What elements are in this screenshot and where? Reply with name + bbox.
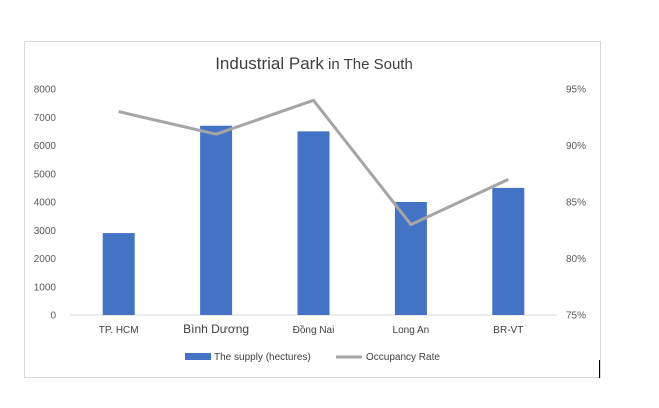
occupancy-rate-line — [118, 98, 509, 227]
left-tick-label: 8000 — [34, 85, 57, 96]
category-label: Long An — [393, 325, 430, 336]
left-tick-label: 1000 — [34, 282, 57, 293]
bar-supply — [297, 131, 330, 315]
category-label: Bình Dương — [183, 322, 249, 336]
legend: The supply (hectures) Occupancy Rate — [185, 352, 440, 363]
right-tick-label: 95% — [566, 85, 586, 96]
right-tick-label: 90% — [566, 141, 586, 152]
category-labels: TP. HCM Bình Dương Đồng Nai Long An BR-VT — [99, 322, 524, 336]
left-tick-label: 4000 — [34, 198, 57, 209]
right-tick-label: 80% — [566, 254, 586, 265]
chart-title-sub: in The South — [324, 56, 413, 73]
bar-supply — [102, 233, 135, 315]
legend-swatch-supply — [185, 353, 211, 360]
left-tick-label: 3000 — [34, 226, 57, 237]
left-tick-label: 6000 — [34, 141, 57, 152]
left-tick-label: 0 — [50, 311, 56, 322]
right-tick-label: 85% — [566, 198, 586, 209]
bar-supply — [492, 187, 525, 315]
legend-label-supply: The supply (hectures) — [214, 352, 311, 363]
chart-title-main: Industrial Park — [215, 54, 324, 73]
text-cursor — [599, 360, 600, 378]
legend-label-rate: Occupancy Rate — [366, 352, 440, 363]
left-tick-label: 2000 — [34, 254, 57, 265]
left-axis: 0 1000 2000 3000 4000 5000 6000 7000 8000 — [34, 85, 57, 322]
left-tick-label: 7000 — [34, 113, 57, 124]
category-label: TP. HCM — [99, 325, 139, 336]
category-label: BR-VT — [493, 325, 523, 336]
bar-supply — [200, 125, 233, 315]
right-axis: 75% 80% 85% 90% 95% — [566, 85, 586, 322]
bar-series — [102, 125, 525, 315]
chart-title: Industrial Park in The South — [215, 54, 413, 73]
right-tick-label: 75% — [566, 311, 586, 322]
left-tick-label: 5000 — [34, 169, 57, 180]
category-label: Đồng Nai — [293, 324, 335, 336]
